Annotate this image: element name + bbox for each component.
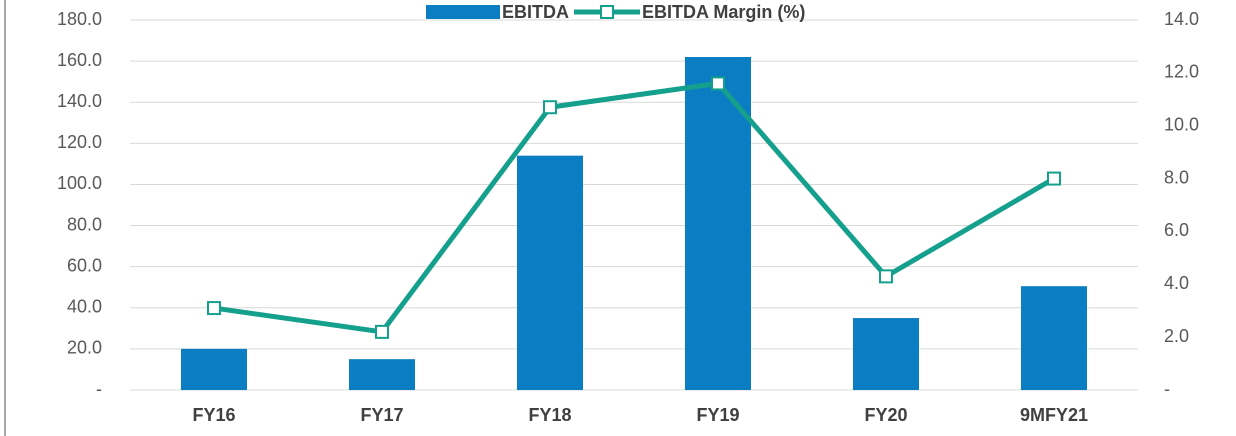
bar (853, 318, 919, 390)
bar (181, 348, 247, 390)
legend-label: EBITDA (502, 2, 569, 22)
legend-marker (600, 5, 614, 19)
y2-tick-label: 14.0 (1164, 9, 1199, 29)
y-tick-label: 20.0 (67, 338, 102, 358)
x-tick-label: FY16 (192, 405, 235, 425)
y-tick-label: 100.0 (57, 173, 102, 193)
x-tick-label: FY17 (360, 405, 403, 425)
y-tick-label: 180.0 (57, 9, 102, 29)
bar (517, 155, 583, 390)
legend-label: EBITDA Margin (%) (642, 2, 805, 22)
legend-swatch (426, 5, 500, 19)
y2-tick-label: 2.0 (1164, 326, 1189, 346)
y2-tick-label: 4.0 (1164, 273, 1189, 293)
y-tick-label: 140.0 (57, 91, 102, 111)
x-tick-label: FY19 (696, 405, 739, 425)
y2-tick-label: 10.0 (1164, 114, 1199, 134)
y-tick-label: 160.0 (57, 50, 102, 70)
y2-tick-label: 12.0 (1164, 62, 1199, 82)
bar (685, 57, 751, 390)
y-tick-label: 120.0 (57, 132, 102, 152)
x-tick-label: FY20 (864, 405, 907, 425)
line-marker (711, 76, 725, 91)
line-marker (375, 324, 389, 339)
y-tick-label: - (96, 379, 102, 399)
x-tick-label: 9MFY21 (1020, 405, 1088, 425)
y-tick-label: 80.0 (67, 214, 102, 234)
y2-tick-label: - (1164, 379, 1170, 399)
line (213, 80, 1056, 335)
line-marker (207, 301, 221, 316)
y2-tick-label: 6.0 (1164, 220, 1189, 240)
line-marker (879, 269, 893, 284)
bar (1021, 286, 1087, 390)
bar (349, 359, 415, 390)
x-tick-label: FY18 (528, 405, 571, 425)
line-marker (1047, 171, 1061, 186)
y-tick-label: 40.0 (67, 297, 102, 317)
y-tick-label: 60.0 (67, 255, 102, 275)
y2-tick-label: 8.0 (1164, 167, 1189, 187)
line-marker (543, 100, 557, 115)
